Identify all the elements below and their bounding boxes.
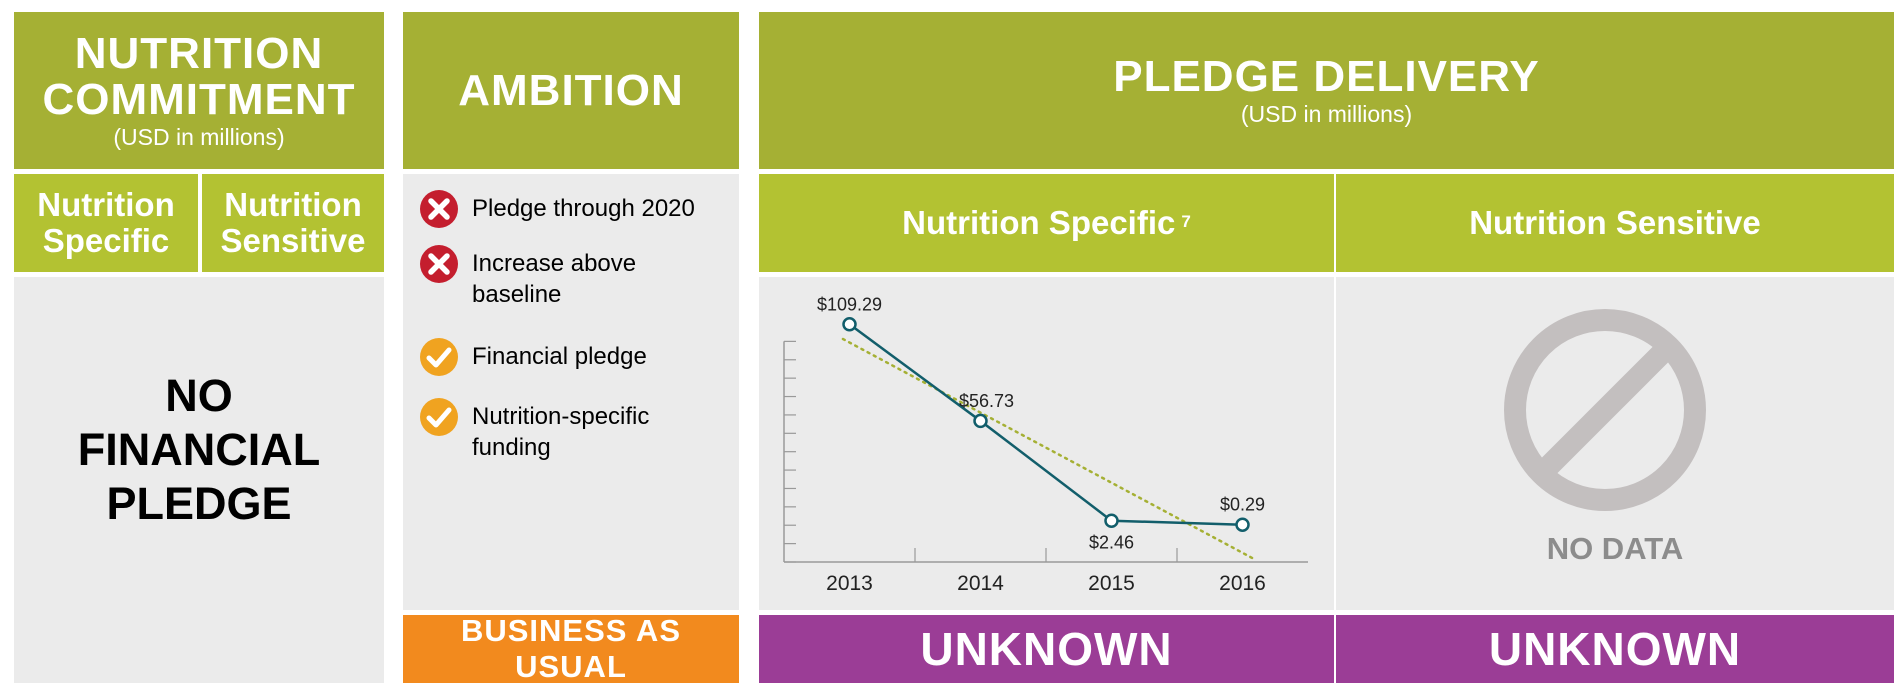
specific-status: UNKNOWN <box>759 615 1334 683</box>
data-point <box>1235 517 1250 532</box>
icon-mark <box>428 198 450 220</box>
data-label: $56.73 <box>959 391 1014 411</box>
nodata-panel: NO DATA <box>1336 277 1894 610</box>
data-point <box>842 317 857 332</box>
x-tick-label: 2014 <box>957 572 1004 595</box>
data-point <box>973 413 988 429</box>
data-label: $0.29 <box>1220 495 1265 515</box>
commitment-text: NO FINANCIAL PLEDGE <box>77 370 321 529</box>
no-data-icon <box>1504 309 1706 511</box>
footnote: 7 <box>1181 212 1191 231</box>
commitment-body: NO FINANCIAL PLEDGE <box>14 277 384 683</box>
commitment-title: NUTRITION COMMITMENT <box>42 28 356 124</box>
cross-icon <box>420 245 458 283</box>
x-tick-label: 2013 <box>826 572 873 595</box>
data-label: $2.46 <box>1089 533 1134 553</box>
data-label: $109.29 <box>817 294 882 314</box>
icon-mark <box>426 407 452 428</box>
icon-bg <box>420 338 458 376</box>
delivery-title: PLEDGE DELIVERY <box>1113 51 1540 101</box>
specific-header: Nutrition Specific 7 <box>759 174 1334 272</box>
delivery-header: PLEDGE DELIVERY (USD in millions) <box>759 12 1894 169</box>
ambition-body <box>403 174 739 610</box>
sensitive-title: Nutrition Sensitive <box>1469 204 1761 241</box>
icon-mark <box>426 347 452 368</box>
status-text: UNKNOWN <box>1488 623 1742 675</box>
col-label: Nutrition Specific <box>37 186 175 259</box>
x-tick-label: 2015 <box>1088 572 1135 595</box>
data-line <box>848 323 1243 526</box>
ambition-header: AMBITION <box>403 12 739 169</box>
status-text: UNKNOWN <box>920 623 1173 675</box>
delivery-subtitle: (USD in millions) <box>1240 100 1413 127</box>
sensitive-status: UNKNOWN <box>1336 615 1894 683</box>
check-icon <box>420 338 458 376</box>
data-point <box>1104 513 1119 528</box>
sensitive-header: Nutrition Sensitive <box>1336 174 1894 272</box>
specific-title: Nutrition Specific <box>902 204 1176 241</box>
icon-mark <box>428 253 450 275</box>
icon-ring <box>1504 309 1706 511</box>
check-icon <box>420 398 458 436</box>
ambition-status: BUSINESS AS USUAL <box>403 613 739 684</box>
commitment-header: NUTRITION COMMITMENT (USD in millions) <box>14 12 384 169</box>
ambition-item: Nutrition-specific funding <box>472 403 650 461</box>
x-tick-label: 2016 <box>1219 572 1266 595</box>
commitment-col: Nutrition Sensitive <box>202 174 384 272</box>
cross-icon <box>420 190 458 228</box>
ambition-item: Pledge through 2020 <box>472 195 695 222</box>
col-label: Nutrition Sensitive <box>220 186 366 259</box>
commitment-subtitle: (USD in millions) <box>113 123 285 150</box>
ambition-title: AMBITION <box>458 65 684 115</box>
icon-slash <box>1535 340 1675 480</box>
ambition-status-text: BUSINESS AS USUAL <box>460 613 681 684</box>
commitment-col: Nutrition Specific <box>14 174 198 272</box>
icon-bg <box>420 398 458 436</box>
trend-line <box>841 337 1257 562</box>
ambition-item: Financial pledge <box>472 343 647 370</box>
no-data-text: NO DATA <box>1546 531 1684 566</box>
ambition-item: Increase above baseline <box>472 250 637 308</box>
line-chart: 2013 2014 2015 2016 $109.29 $56.73 $2.46 $0.29 <box>783 294 1308 595</box>
